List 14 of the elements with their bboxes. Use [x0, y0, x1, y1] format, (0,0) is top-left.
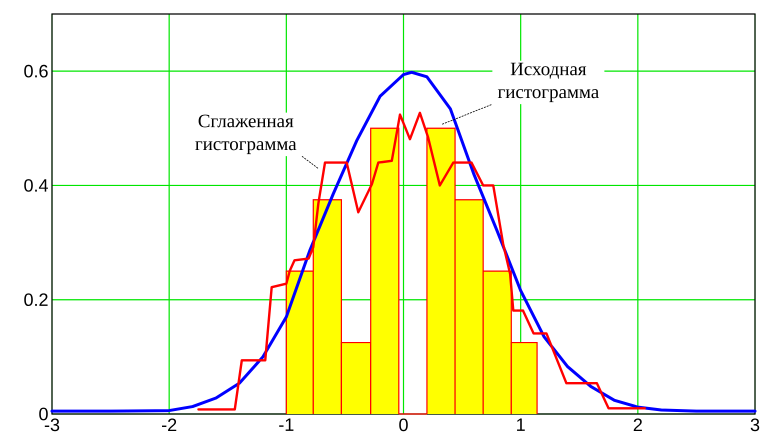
annotation: Сглаженная гистограмма [195, 114, 296, 154]
x-tick-label: 3 [750, 418, 760, 432]
y-tick-label: 0.4 [24, 179, 48, 192]
y-tick-label: 0.6 [24, 64, 48, 78]
x-tick-label: -1 [279, 418, 294, 431]
x-tick-label: -3 [44, 418, 60, 432]
x-tick-label: 1 [517, 418, 525, 431]
y-tick-label: 0 [39, 408, 48, 420]
annotation: Исходная гистограмма [498, 62, 599, 102]
x-tick-label: 2 [634, 418, 642, 432]
y-tick-label: 0.2 [24, 293, 48, 306]
line-series [197, 112, 646, 411]
x-tick-label: -2 [162, 418, 176, 432]
x-tick-label: 0 [399, 418, 408, 432]
